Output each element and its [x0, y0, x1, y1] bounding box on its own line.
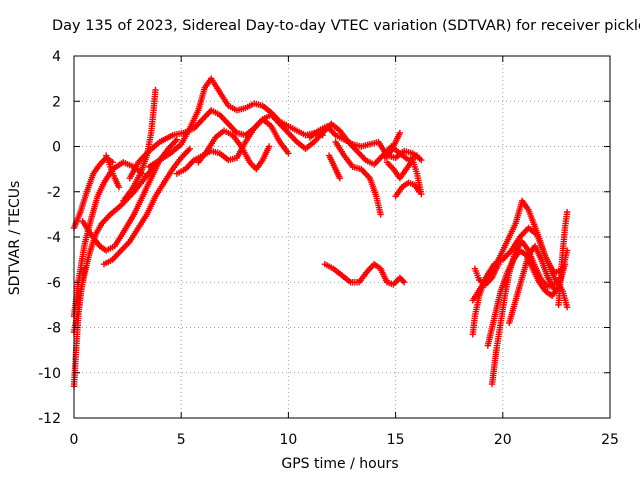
grid-lines	[74, 56, 610, 418]
y-tick-label: -8	[47, 321, 61, 337]
x-axis-label: GPS time / hours	[281, 456, 399, 472]
series-14-markers	[332, 138, 384, 218]
data-markers	[70, 75, 571, 390]
y-tick-label: 0	[52, 140, 61, 156]
y-tick-label: 4	[52, 49, 61, 65]
data-point	[415, 188, 423, 195]
series-19-markers	[321, 260, 408, 288]
y-tick-label: -4	[47, 230, 61, 246]
series-7-markers	[102, 152, 123, 191]
series-24-markers	[506, 242, 558, 327]
y-tick-label: -10	[38, 366, 61, 382]
y-axis-label: SDTVAR / TECUs	[7, 180, 23, 296]
data-point	[495, 260, 502, 268]
x-tick-label: 15	[387, 432, 405, 448]
series-12-markers	[195, 127, 273, 173]
series-10-markers	[145, 75, 326, 171]
data-point	[319, 131, 326, 139]
y-tick-label: -2	[47, 185, 61, 201]
series-13-markers	[306, 122, 425, 164]
series-5-markers	[79, 136, 181, 254]
data-point	[115, 184, 123, 191]
data-point	[173, 136, 181, 143]
data-point	[551, 285, 558, 293]
data-point	[265, 143, 273, 150]
data-point	[377, 211, 384, 218]
data-point	[152, 86, 159, 94]
x-tick-label: 5	[177, 432, 186, 448]
series-18-markers	[381, 129, 404, 162]
data-point	[563, 208, 571, 216]
series-25-markers	[471, 260, 502, 288]
data-point	[336, 174, 344, 182]
data-point	[400, 279, 408, 286]
series-21-markers	[469, 197, 571, 304]
series-16-markers	[383, 156, 425, 198]
series-26-markers	[555, 208, 571, 309]
data-point	[285, 150, 292, 157]
data-point	[563, 303, 571, 311]
series-17-markers	[392, 179, 423, 200]
data-point	[396, 129, 404, 137]
chart-title: Day 135 of 2023, Sidereal Day-to-day VTE…	[52, 18, 640, 34]
y-tick-label: -12	[38, 411, 61, 427]
axis-ticks: 0 5 10 15 20 25 -12 -10 -8 -6 -4 -2 0 2 4	[38, 49, 619, 448]
x-tick-label: 20	[494, 432, 512, 448]
series-15-markers	[325, 152, 344, 182]
x-tick-label: 10	[279, 432, 297, 448]
y-tick-label: 2	[52, 94, 61, 110]
series-6-markers	[100, 145, 193, 268]
y-tick-label: -6	[47, 275, 61, 291]
data-point	[418, 156, 425, 164]
x-tick-label: 0	[70, 432, 79, 448]
x-tick-label: 25	[601, 432, 619, 448]
data-point	[186, 145, 193, 152]
